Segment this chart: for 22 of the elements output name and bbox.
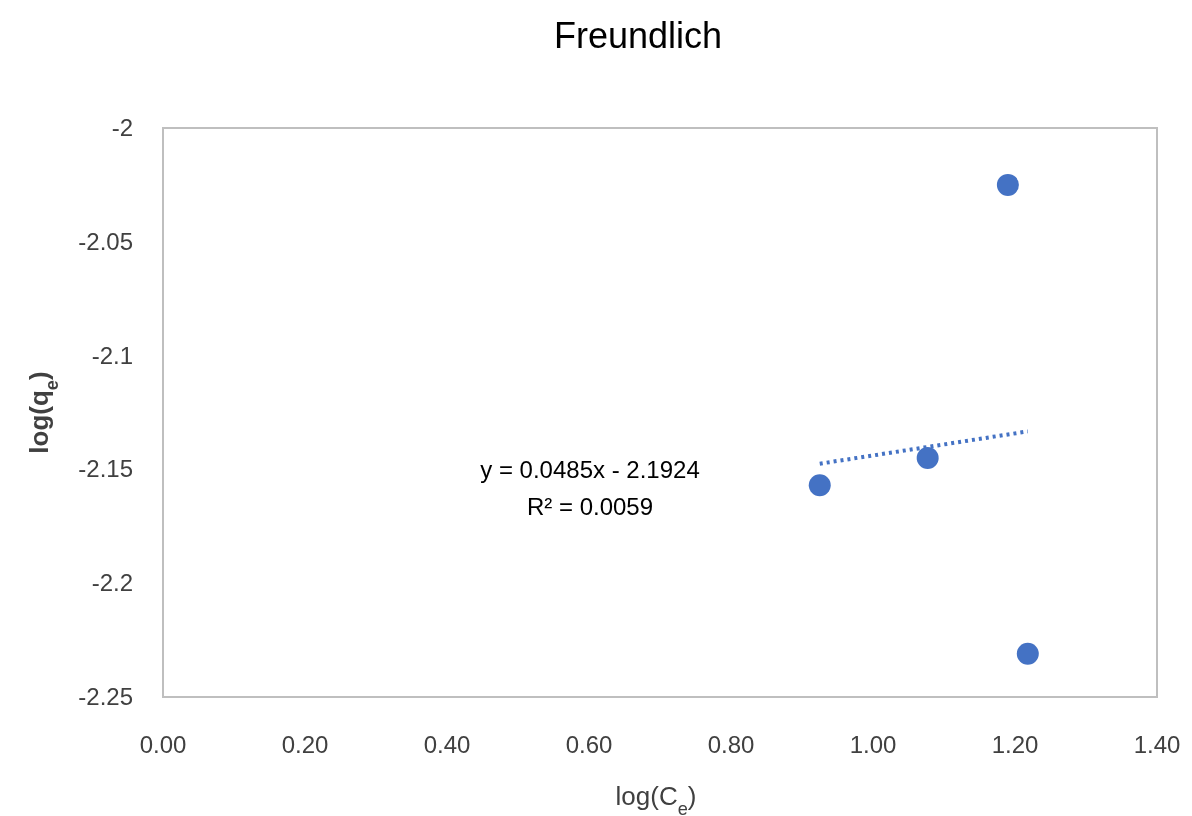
y-tick-label: -2.1 bbox=[91, 341, 133, 369]
point bbox=[808, 474, 831, 497]
y-tick-label: -2 bbox=[111, 114, 133, 141]
x-tick-label: 0.20 bbox=[281, 731, 329, 758]
x-tick-label: 0.80 bbox=[707, 731, 755, 758]
annotation: R² = 0.0059 bbox=[526, 493, 654, 520]
x-tick-label: 1.20 bbox=[991, 731, 1039, 758]
x-axis-title: log(C$_{e}$) bbox=[615, 781, 697, 816]
annotation: y = 0.0485x - 2.1924 bbox=[480, 456, 700, 483]
x-tick-label: 1.00 bbox=[849, 731, 897, 758]
y-tick-label: -2.15 bbox=[78, 455, 133, 483]
chart-title: Freundlich bbox=[553, 15, 723, 56]
y-tick-label: -2.25 bbox=[78, 683, 133, 710]
point bbox=[1016, 642, 1039, 665]
y-tick-label: -2.2 bbox=[91, 569, 133, 597]
point bbox=[996, 173, 1019, 196]
x-tick-label: 0.00 bbox=[139, 731, 187, 758]
point bbox=[916, 447, 939, 469]
x-tick-label: 1.40 bbox=[1133, 731, 1181, 758]
x-tick-label: 0.60 bbox=[565, 731, 613, 758]
y-tick-label: -2.05 bbox=[78, 227, 133, 255]
x-tick-label: 0.40 bbox=[423, 731, 471, 758]
